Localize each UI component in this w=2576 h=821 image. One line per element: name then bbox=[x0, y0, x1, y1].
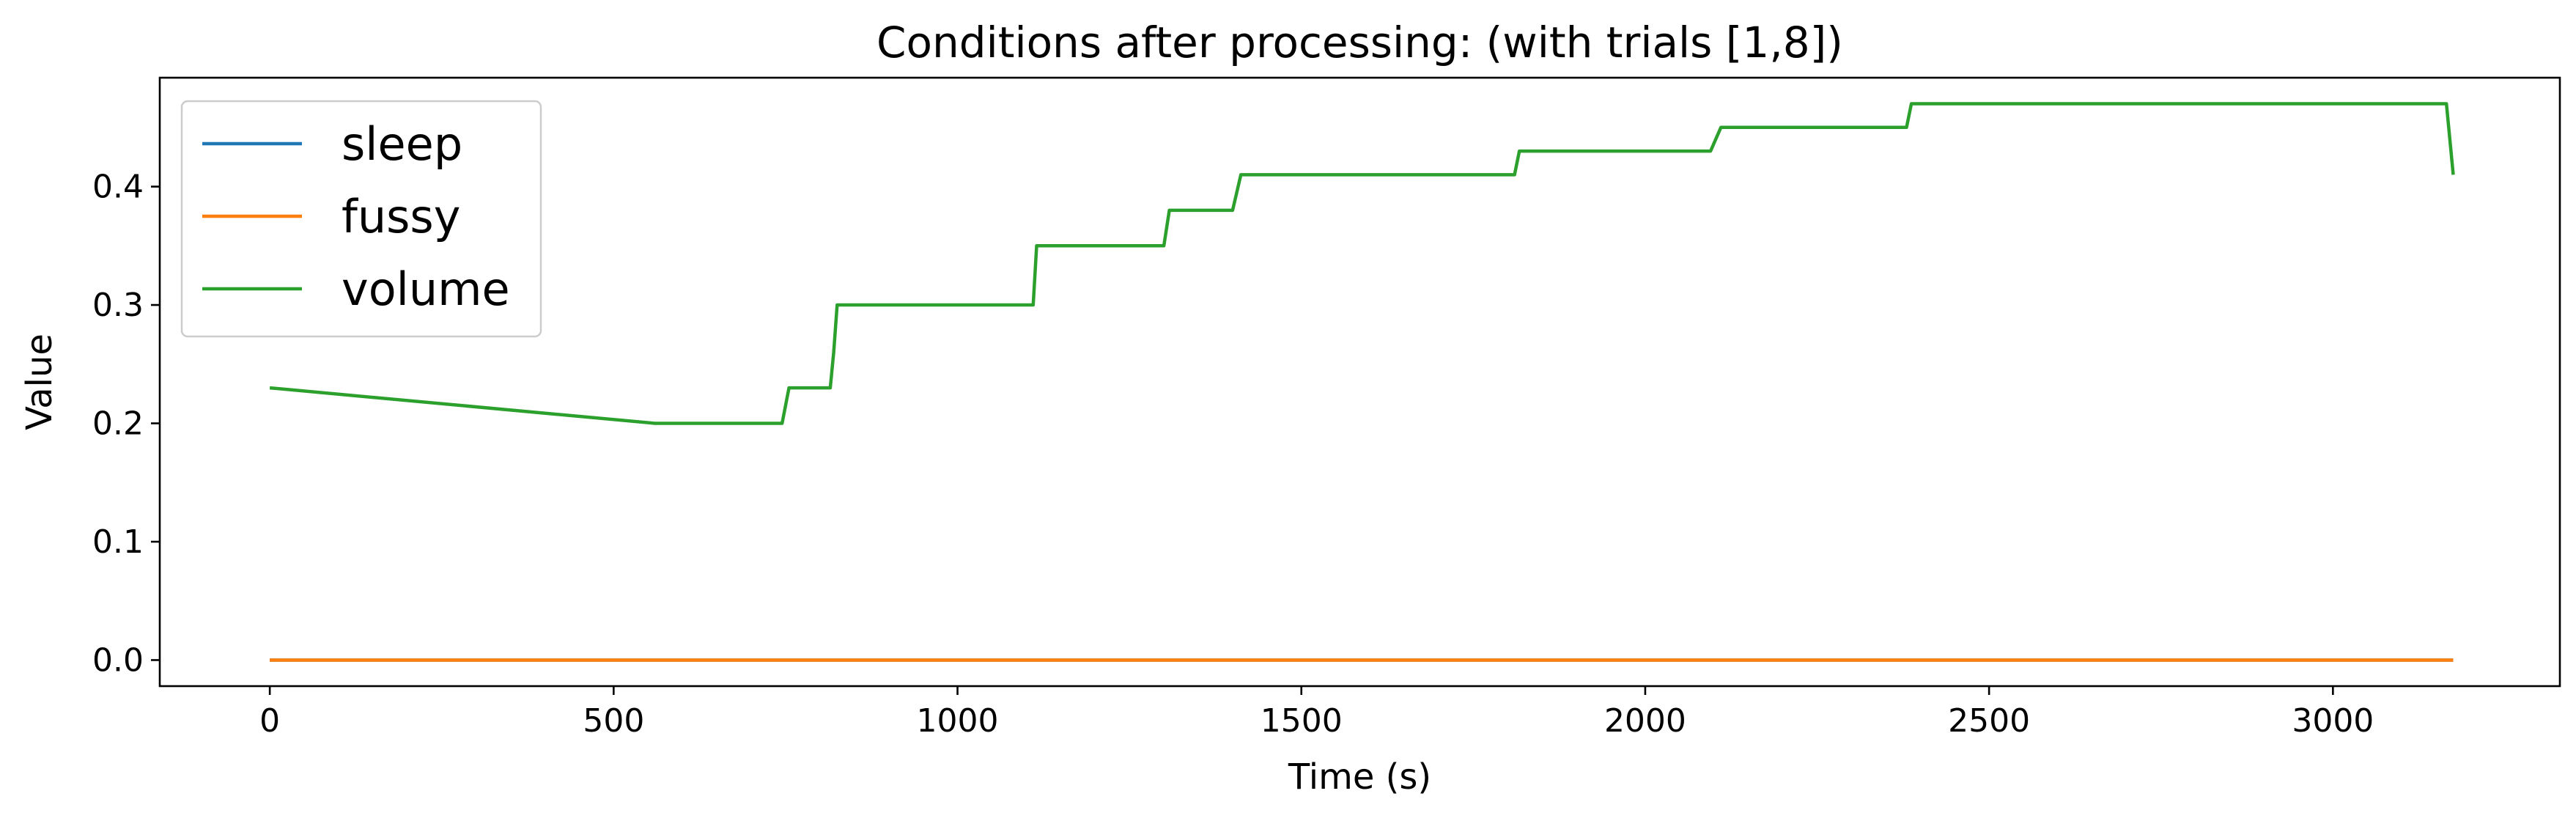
plot-frame bbox=[158, 76, 2561, 688]
x-tick-label: 3000 bbox=[2292, 702, 2374, 740]
y-axis-label: Value bbox=[19, 334, 60, 430]
y-tick-label: 0.3 bbox=[92, 287, 144, 324]
y-axis: 0.0 0.1 0.2 0.3 0.4 bbox=[92, 169, 160, 679]
chart-title: Conditions after processing: (with trial… bbox=[876, 18, 1843, 67]
x-tick-label: 500 bbox=[583, 702, 644, 740]
y-tick-label: 0.1 bbox=[92, 523, 144, 561]
x-tick-label: 2000 bbox=[1604, 702, 1686, 740]
y-tick-label: 0.4 bbox=[92, 169, 144, 206]
x-tick-label: 0 bbox=[259, 702, 280, 740]
legend-label-sleep: sleep bbox=[342, 117, 462, 171]
series-layer bbox=[269, 102, 2455, 662]
series-line-volume bbox=[269, 102, 2455, 425]
y-tick-label: 0.0 bbox=[92, 641, 144, 679]
legend-label-fussy: fussy bbox=[342, 190, 460, 243]
legend: sleep fussy volume bbox=[180, 100, 542, 338]
x-tick-label: 2500 bbox=[1948, 702, 2030, 740]
legend-label-volume: volume bbox=[342, 262, 510, 316]
x-tick-label: 1500 bbox=[1261, 702, 1343, 740]
x-axis-label: Time (s) bbox=[1288, 756, 1431, 798]
x-axis: 0 500 1000 1500 2000 2500 3000 bbox=[259, 686, 2374, 740]
x-tick-label: 1000 bbox=[917, 702, 999, 740]
y-tick-label: 0.2 bbox=[92, 405, 144, 443]
legend-box bbox=[180, 100, 542, 338]
